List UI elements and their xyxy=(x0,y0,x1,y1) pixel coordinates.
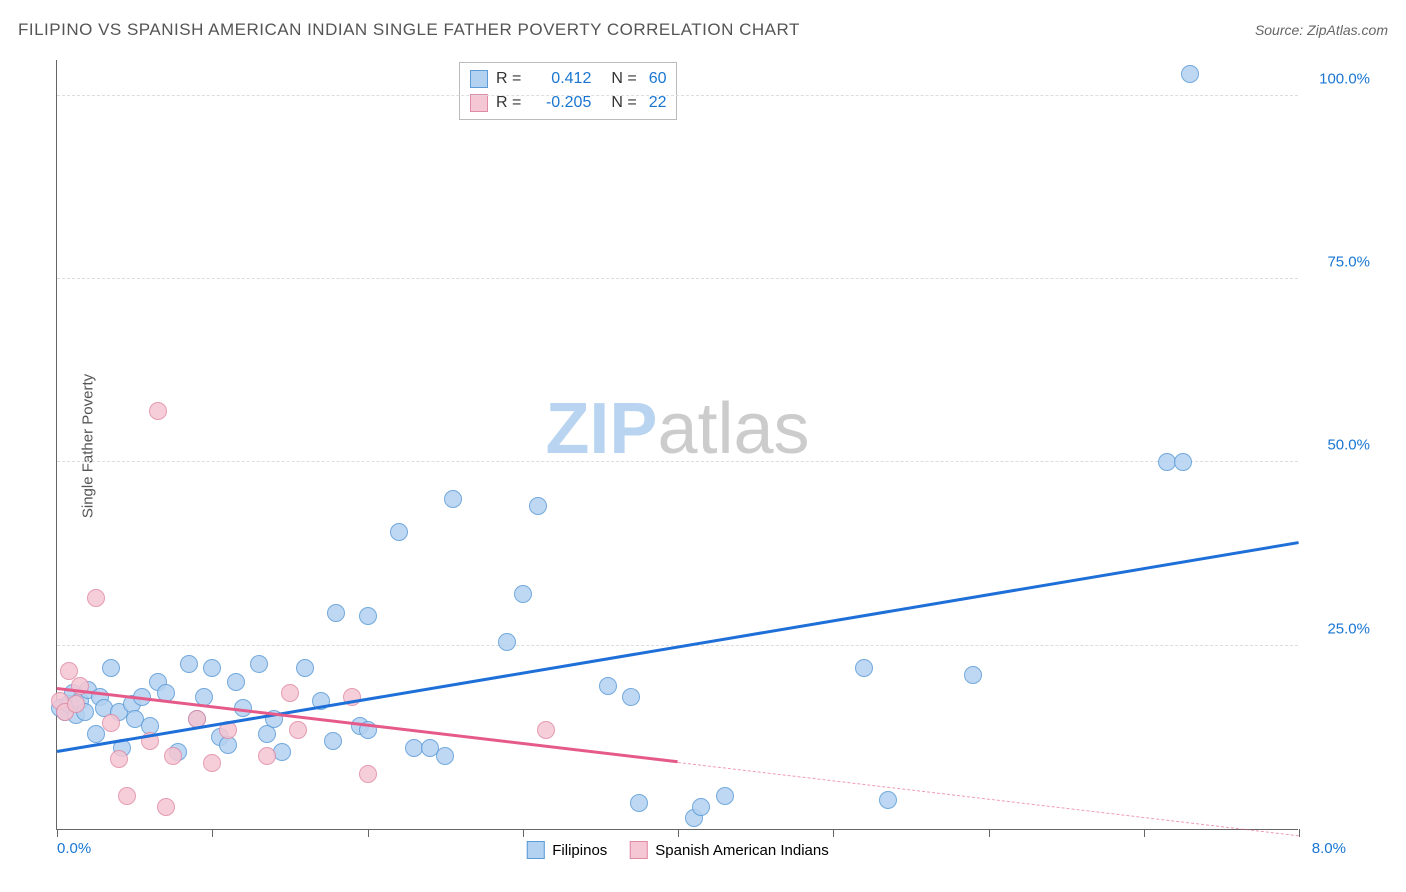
x-end-label: 8.0% xyxy=(1312,840,1346,857)
legend-item: Filipinos xyxy=(526,841,607,859)
series-legend: Filipinos Spanish American Indians xyxy=(526,841,828,859)
data-point xyxy=(855,659,873,677)
data-point xyxy=(118,787,136,805)
correlation-stats-box: R =0.412N =60R =-0.205N =22 xyxy=(459,62,677,120)
legend-swatch xyxy=(526,841,544,859)
x-tick xyxy=(678,829,679,837)
data-point xyxy=(622,688,640,706)
data-point xyxy=(250,655,268,673)
scatter-chart: ZIPatlas R =0.412N =60R =-0.205N =22 Fil… xyxy=(56,60,1298,830)
data-point xyxy=(180,655,198,673)
data-point xyxy=(67,695,85,713)
data-point xyxy=(110,750,128,768)
data-point xyxy=(1181,65,1199,83)
y-tick-label: 50.0% xyxy=(1327,437,1370,454)
data-point xyxy=(514,585,532,603)
x-tick xyxy=(212,829,213,837)
y-gridline xyxy=(57,95,1298,96)
data-point xyxy=(359,765,377,783)
y-gridline xyxy=(57,278,1298,279)
legend-label: Filipinos xyxy=(552,842,607,859)
x-start-label: 0.0% xyxy=(57,840,91,857)
legend-swatch xyxy=(470,94,488,112)
legend-swatch xyxy=(629,841,647,859)
legend-item: Spanish American Indians xyxy=(629,841,828,859)
data-point xyxy=(164,747,182,765)
x-tick xyxy=(1299,829,1300,837)
y-tick-label: 75.0% xyxy=(1327,254,1370,271)
data-point xyxy=(203,754,221,772)
data-point xyxy=(1174,453,1192,471)
watermark: ZIPatlas xyxy=(545,388,809,470)
data-point xyxy=(390,523,408,541)
trend-line-extrapolated xyxy=(678,762,1299,836)
x-tick xyxy=(1144,829,1145,837)
data-point xyxy=(258,747,276,765)
x-tick xyxy=(989,829,990,837)
chart-title: FILIPINO VS SPANISH AMERICAN INDIAN SING… xyxy=(18,20,800,40)
watermark-b: atlas xyxy=(657,389,809,469)
x-tick xyxy=(523,829,524,837)
chart-header: FILIPINO VS SPANISH AMERICAN INDIAN SING… xyxy=(18,20,1388,40)
n-label: N = xyxy=(611,67,636,91)
watermark-a: ZIP xyxy=(545,389,657,469)
data-point xyxy=(227,673,245,691)
data-point xyxy=(157,798,175,816)
data-point xyxy=(281,684,299,702)
data-point xyxy=(87,589,105,607)
r-value: 0.412 xyxy=(533,67,591,91)
data-point xyxy=(296,659,314,677)
data-point xyxy=(716,787,734,805)
data-point xyxy=(359,607,377,625)
data-point xyxy=(692,798,710,816)
data-point xyxy=(537,721,555,739)
x-tick xyxy=(57,829,58,837)
legend-label: Spanish American Indians xyxy=(655,842,828,859)
data-point xyxy=(102,659,120,677)
data-point xyxy=(273,743,291,761)
r-label: R = xyxy=(496,67,521,91)
data-point xyxy=(630,794,648,812)
data-point xyxy=(87,725,105,743)
data-point xyxy=(289,721,307,739)
data-point xyxy=(149,402,167,420)
legend-swatch xyxy=(470,70,488,88)
data-point xyxy=(529,497,547,515)
data-point xyxy=(327,604,345,622)
stats-row: R = 0.412 N = 60 xyxy=(470,67,666,91)
n-value: 60 xyxy=(649,67,667,91)
data-point xyxy=(203,659,221,677)
data-point xyxy=(599,677,617,695)
data-point xyxy=(964,666,982,684)
source-attribution: Source: ZipAtlas.com xyxy=(1255,22,1388,38)
data-point xyxy=(324,732,342,750)
y-gridline xyxy=(57,461,1298,462)
data-point xyxy=(879,791,897,809)
trend-line xyxy=(57,541,1299,752)
x-tick xyxy=(833,829,834,837)
data-point xyxy=(102,714,120,732)
data-point xyxy=(436,747,454,765)
x-tick xyxy=(368,829,369,837)
data-point xyxy=(444,490,462,508)
data-point xyxy=(498,633,516,651)
y-tick-label: 25.0% xyxy=(1327,620,1370,637)
y-tick-label: 100.0% xyxy=(1319,70,1370,87)
